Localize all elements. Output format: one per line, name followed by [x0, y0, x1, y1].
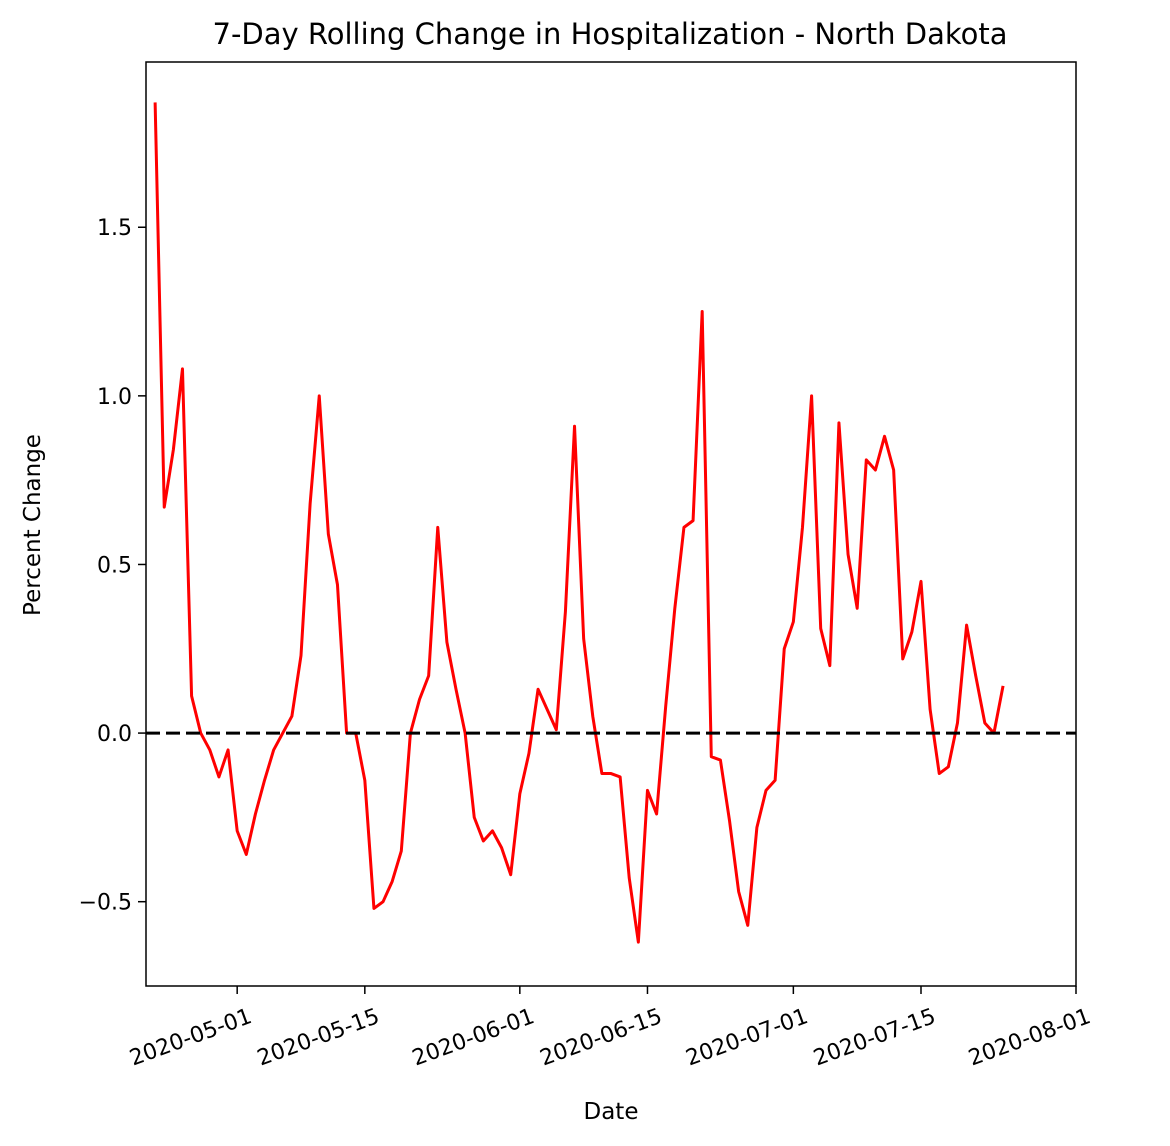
- x-tick-label: 2020-06-01: [409, 1004, 538, 1071]
- x-axis-label: Date: [584, 1099, 639, 1125]
- plot-area: [145, 61, 1077, 987]
- y-tick-label: −0.5: [79, 891, 132, 916]
- y-axis: −0.5 0.0 0.5 1.0 1.5: [79, 216, 146, 916]
- y-tick-label: 1.0: [97, 385, 132, 410]
- plot-frame: [145, 61, 1077, 987]
- y-tick-label: 1.5: [97, 216, 132, 241]
- chart-title: 7-Day Rolling Change in Hospitalization …: [213, 17, 1008, 51]
- y-tick-label: 0.0: [97, 722, 132, 747]
- x-tick-label: 2020-05-15: [254, 1004, 383, 1071]
- x-tick-label: 2020-08-01: [965, 1004, 1094, 1071]
- y-axis-label: Percent Change: [20, 434, 46, 616]
- x-tick-label: 2020-07-15: [810, 1004, 939, 1071]
- x-tick-label: 2020-05-01: [127, 1004, 256, 1071]
- data-line: [153, 102, 1005, 944]
- x-tick-label: 2020-07-01: [683, 1004, 812, 1071]
- y-tick-label: 0.5: [97, 553, 132, 578]
- x-tick-label: 2020-06-15: [537, 1004, 666, 1071]
